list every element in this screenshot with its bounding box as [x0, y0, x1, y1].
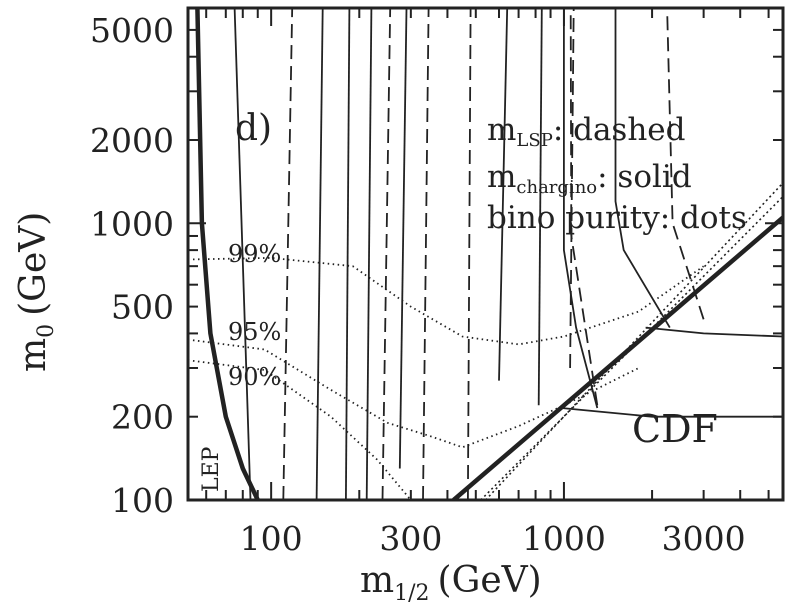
legend-text: mLSP: dashed mchargino: solid bino purit… [487, 112, 747, 236]
legend-line-2-main: m [487, 159, 516, 195]
series-line-dots-24 [188, 359, 412, 500]
legend-line-1-sub: LSP [516, 130, 552, 151]
y-axis-title: m0 (GeV) [13, 212, 59, 372]
y-tick-labels: 100 200 500 1000 2000 5000 [90, 11, 174, 520]
legend-line-2-sub: chargino [516, 177, 597, 198]
x-tick-labels: 100 300 1000 3000 [240, 519, 746, 558]
x-tick-label: 100 [240, 519, 303, 558]
x-tick-label: 300 [379, 519, 442, 558]
legend-line-1-rest: : dashed [553, 112, 686, 148]
y-tick-label: 200 [111, 398, 174, 437]
panel-label: d) [235, 108, 272, 149]
series-line-solid-12 [315, 8, 324, 500]
plot-frame [186, 6, 785, 502]
y-tick-label: 100 [111, 481, 174, 520]
series-line-thick-0 [195, 8, 260, 500]
series-line-solid-17 [537, 8, 543, 406]
x-axis-title: m1/2 (GeV) [360, 560, 542, 606]
series-line-dashed-10 [666, 8, 705, 320]
y-tick-label: 5000 [90, 11, 174, 50]
x-tick-label: 3000 [662, 519, 746, 558]
series-line-solid-14 [365, 8, 373, 500]
series-line-dashed-6 [422, 8, 430, 500]
x-axis-title-sub: 1/2 [394, 581, 429, 606]
chart-series-group [188, 8, 783, 500]
svg-text:mchargino: solid: mchargino: solid [487, 159, 692, 198]
legend-line-2-rest: : solid [597, 159, 692, 195]
series-line-solid-13 [345, 8, 351, 500]
series-line-dashed-5 [381, 8, 392, 500]
series-line-dashed-9 [569, 8, 599, 406]
x-axis-title-unit: (GeV) [438, 560, 542, 601]
purity-label-99: 99% [228, 240, 281, 268]
tick-marks [188, 7, 783, 501]
y-tick-label: 1000 [90, 204, 174, 243]
series-line-solid-16 [498, 8, 509, 381]
purity-label-90: 90% [228, 363, 281, 391]
x-axis-title-main: m [360, 560, 394, 601]
series-line-solid-21 [561, 407, 783, 418]
y-axis-title-main: m [13, 338, 54, 372]
legend-line-1-main: m [487, 112, 516, 148]
series-line-solid-20 [645, 326, 783, 338]
y-tick-label: 2000 [90, 121, 174, 160]
series-line-dots-22 [188, 256, 705, 346]
series-line-dots-23 [188, 338, 640, 449]
svg-text:mLSP: dashed: mLSP: dashed [487, 112, 686, 151]
series-line-solid-11 [233, 8, 252, 500]
series-line-solid-15 [398, 8, 408, 469]
series-line-dashed-4 [282, 8, 294, 500]
series-line-solid-18 [563, 8, 599, 409]
svg-text:bino purity: dots: bino purity: dots [487, 200, 747, 236]
y-tick-label: 500 [111, 288, 174, 327]
lep-region-label: LEP [199, 446, 224, 492]
purity-label-95: 95% [228, 318, 281, 346]
y-axis-title-sub: 0 [34, 324, 59, 338]
series-line-dashed-7 [467, 8, 472, 500]
y-axis-title-unit: (GeV) [13, 212, 54, 316]
x-tick-label: 1000 [522, 519, 606, 558]
series-line-dotted-2 [480, 195, 783, 500]
series-line-solid-19 [614, 8, 671, 329]
legend-line-3-text: bino purity: dots [487, 200, 747, 236]
cdf-region-label: CDF [632, 407, 718, 451]
series-line-thick-1 [452, 215, 783, 500]
